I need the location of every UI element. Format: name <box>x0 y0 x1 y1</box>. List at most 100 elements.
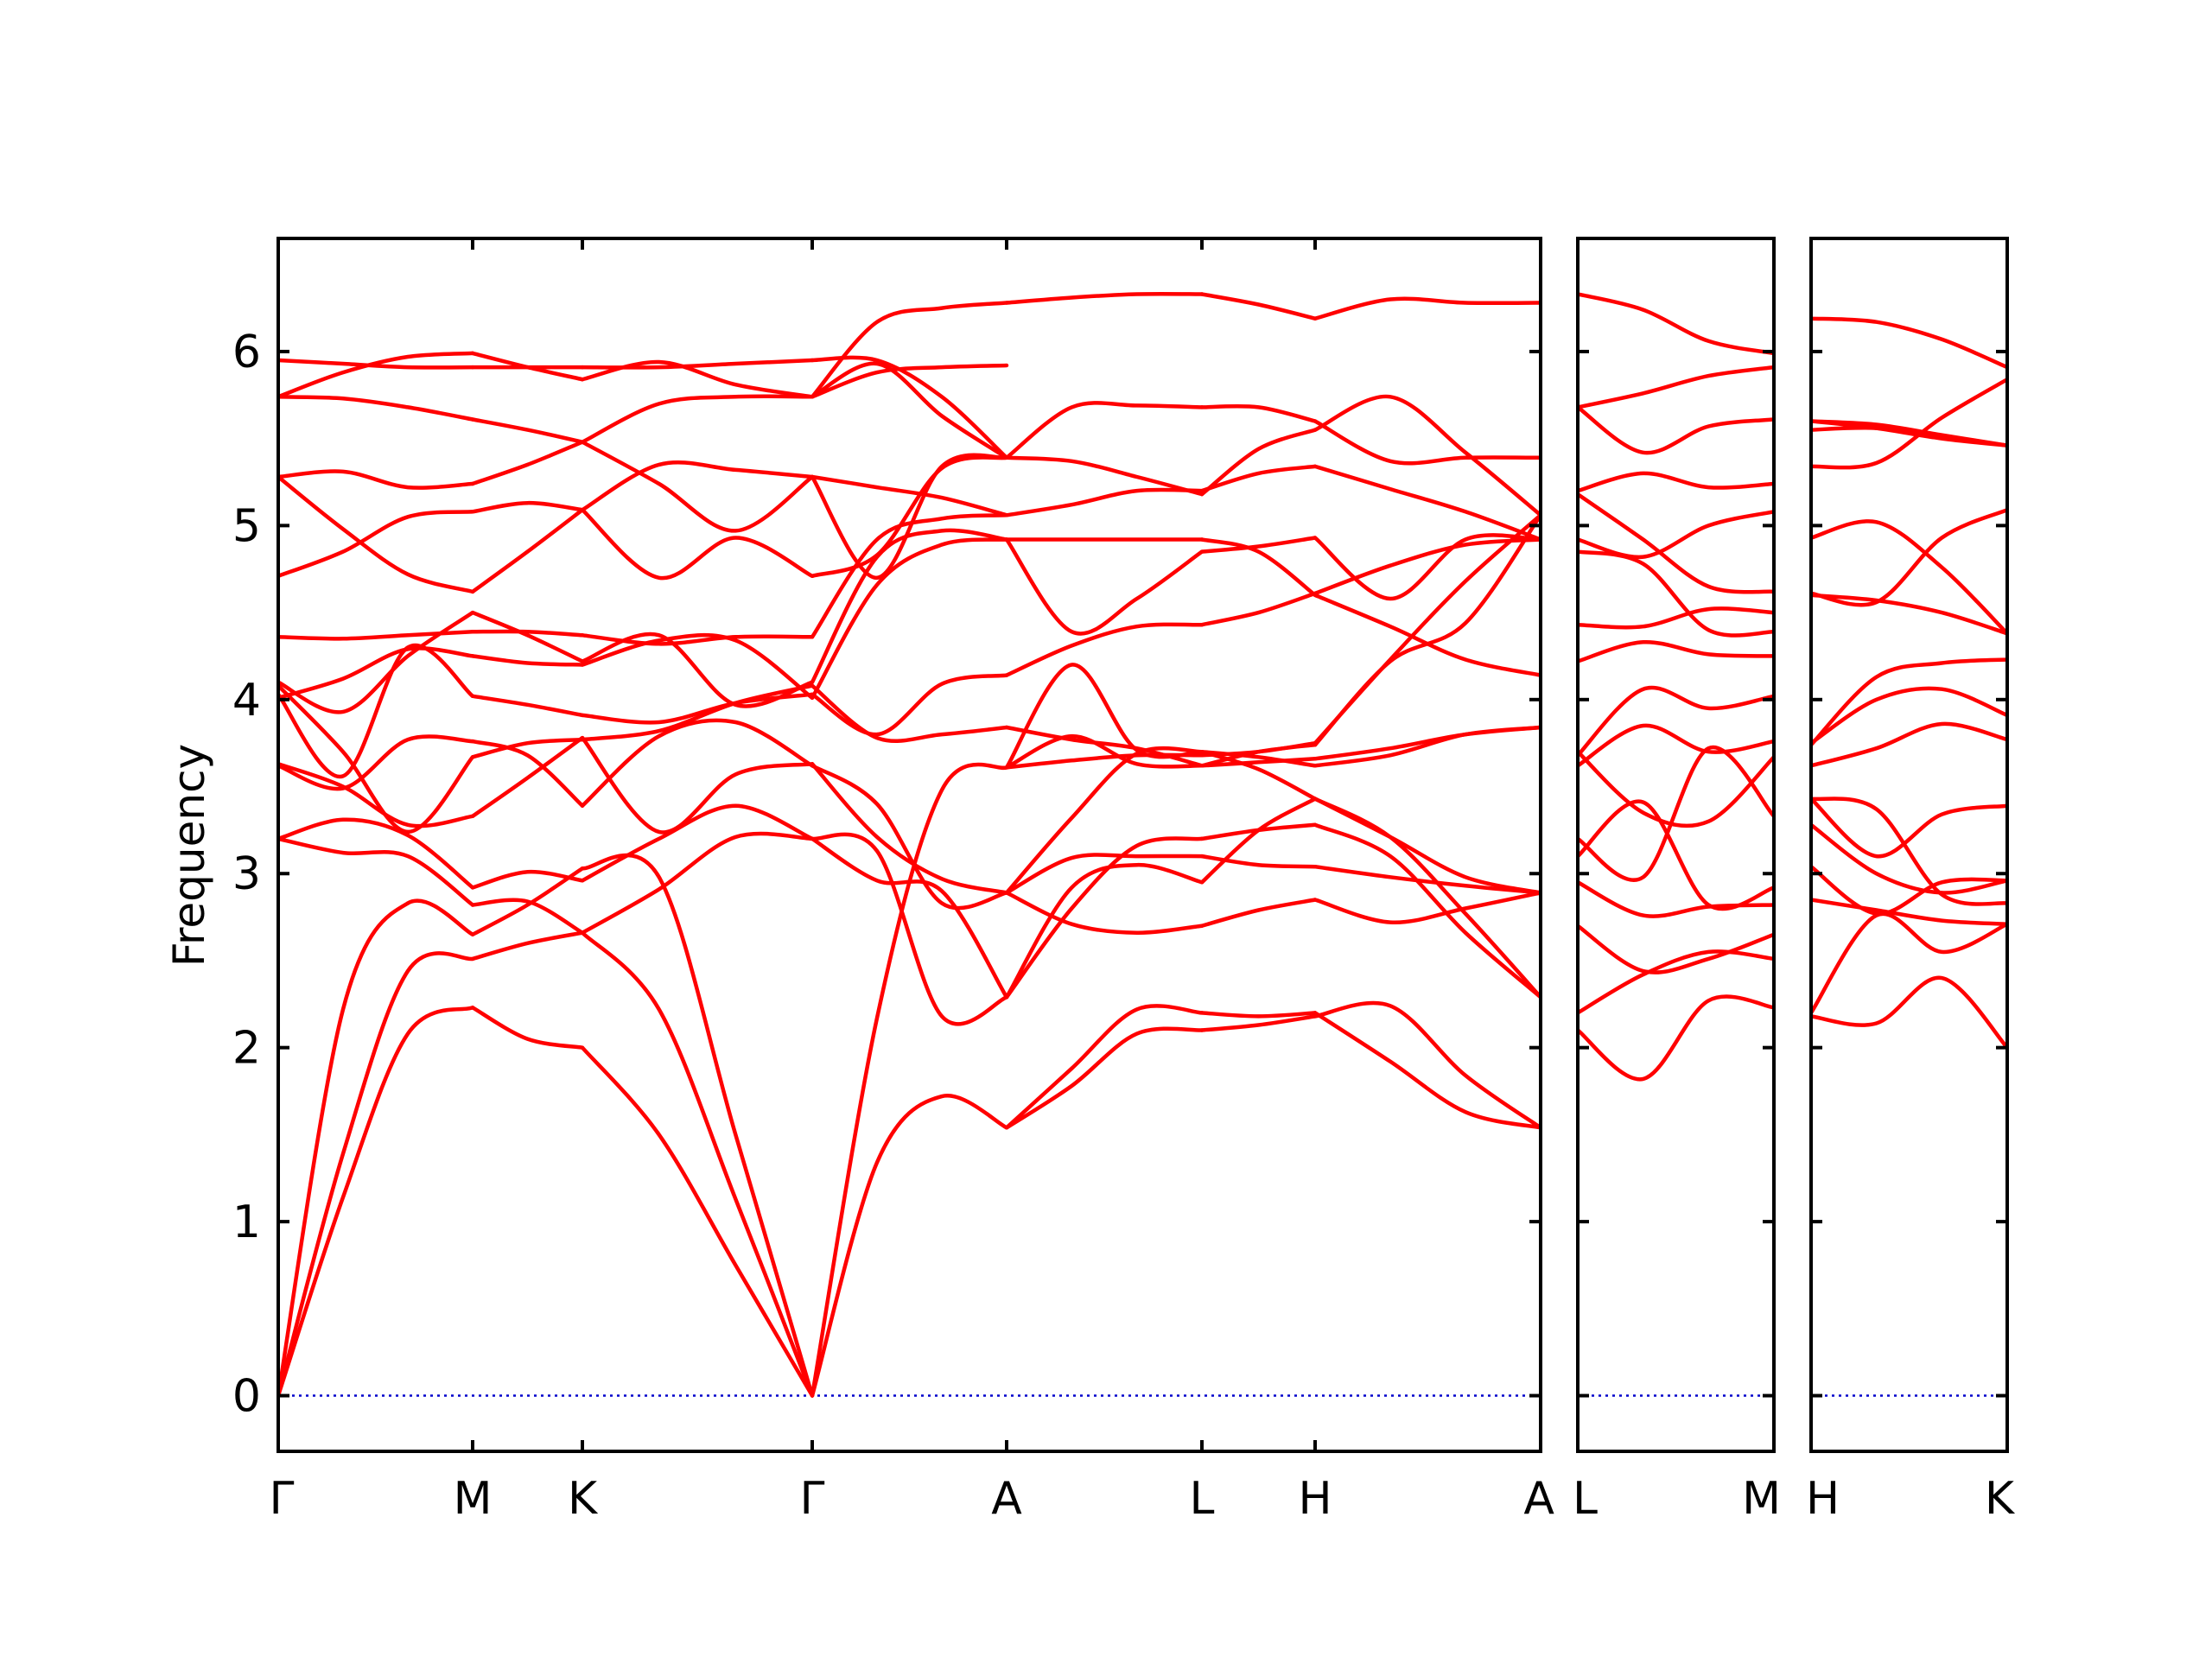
band-6-H-A <box>1313 891 1541 924</box>
band-15-H-A <box>1313 419 1541 466</box>
bands-group <box>1811 316 2007 1397</box>
band-10-A-L <box>1004 537 1205 636</box>
band-16-Γ-A <box>810 361 1009 460</box>
band-7-H-K <box>1811 797 2007 859</box>
band-6-K-Γ <box>580 735 815 835</box>
band-7-Γ-M <box>278 734 475 791</box>
band-6-Γ-A <box>810 764 1009 911</box>
band-12-L-H <box>1199 464 1318 493</box>
band-18-A-L <box>1004 853 1205 895</box>
band-6-M-K <box>470 735 585 819</box>
band-1-H-A <box>1313 1000 1541 1130</box>
x-tick-label: A <box>991 1473 1022 1525</box>
band-3-Γ-M <box>278 898 475 1398</box>
x-tick-label: K <box>568 1473 599 1525</box>
band-15-K-Γ <box>580 440 815 533</box>
band-13-A-L <box>1004 455 1205 497</box>
band-3-L-M <box>1578 924 1774 974</box>
band-15-L-H <box>1199 403 1318 423</box>
band-11-H-K <box>1811 593 2007 636</box>
band-17-H-K <box>1811 316 2007 370</box>
bands-group <box>1578 292 1774 1397</box>
band-14-H-A <box>1313 296 1541 321</box>
band-1-M-K <box>470 1006 585 1050</box>
y-tick-label: 6 <box>232 327 261 378</box>
band-5-Γ-A <box>810 762 1009 895</box>
bands-group <box>278 291 1541 1398</box>
x-tick-label: M <box>454 1473 493 1525</box>
band-4-K-Γ <box>580 831 815 935</box>
band-14-Γ-A <box>810 453 1009 581</box>
y-tick-label: 4 <box>232 675 261 727</box>
band-3-A-L <box>1004 836 1205 1000</box>
band-16-L-M <box>1578 405 1774 455</box>
band-8-Γ-M <box>278 683 475 835</box>
band-7-A-L <box>1004 663 1205 770</box>
band-1-A-L <box>1004 1026 1205 1130</box>
band-16-M-K <box>470 417 585 444</box>
band-7-L-M <box>1578 723 1774 768</box>
x-tick-label: H <box>1298 1473 1332 1525</box>
band-8-K-Γ <box>580 683 815 742</box>
band-18-L-M <box>1578 292 1774 356</box>
band-12-H-K <box>1811 519 2007 636</box>
band-1-H-K <box>1811 975 2007 1050</box>
band-17-H-A <box>1313 725 1541 761</box>
band-16-L-H <box>1199 740 1318 758</box>
band-5-L-M <box>1578 799 1774 911</box>
band-9-A-L <box>1004 622 1205 677</box>
band-2-H-A <box>1313 1011 1541 1130</box>
band-4-Γ-A <box>810 836 1009 1000</box>
panel-frame <box>1809 237 2009 1453</box>
band-15-M-K <box>470 440 585 486</box>
band-8-L-M <box>1578 749 1774 828</box>
band-3-H-A <box>1313 822 1541 1000</box>
band-4-H-K <box>1811 864 2007 916</box>
band-6-A-L <box>1004 891 1205 935</box>
band-12-L-M <box>1578 549 1774 638</box>
y-tick-label: 5 <box>232 500 261 552</box>
band-10-H-A <box>1313 533 1541 601</box>
band-14-H-K <box>1811 377 2007 470</box>
band-12-Γ-M <box>278 629 475 641</box>
band-18-Γ-M <box>278 358 475 370</box>
x-tick-label: K <box>1985 1473 2016 1525</box>
y-tick-label: 2 <box>232 1023 261 1075</box>
band-15-Γ-M <box>278 469 475 490</box>
band-13-L-M <box>1578 510 1774 560</box>
band-7-K-Γ <box>580 718 815 808</box>
band-18-L-H <box>1199 854 1318 869</box>
band-8-M-K <box>470 737 585 759</box>
band-13-L-H <box>1199 428 1318 497</box>
y-tick-label: 1 <box>232 1196 261 1248</box>
band-1-Γ-M <box>278 1006 475 1398</box>
band-17-A-L <box>1004 733 1205 770</box>
band-1-L-M <box>1578 994 1774 1082</box>
band-13-H-A <box>1313 394 1541 517</box>
band-4-Γ-M <box>278 836 475 907</box>
band-17-Γ-M <box>278 351 475 399</box>
band-13-Γ-M <box>278 510 475 579</box>
band-12-M-K <box>470 629 585 638</box>
band-2-K-Γ <box>580 930 815 1398</box>
band-13-Γ-A <box>810 474 1009 517</box>
band-2-L-M <box>1578 949 1774 1015</box>
band-8-H-K <box>1811 721 2007 768</box>
band-13-M-K <box>470 500 585 514</box>
band-17-L-H <box>1199 757 1318 768</box>
band-1-K-Γ <box>580 1045 815 1398</box>
band-7-H-A <box>1313 725 1541 768</box>
band-10-M-K <box>470 654 585 667</box>
band-10-K-Γ <box>580 632 815 701</box>
x-tick-label: H <box>1806 1473 1840 1525</box>
band-16-Γ-M <box>278 395 475 422</box>
band-4-M-K <box>470 898 585 935</box>
band-3-Γ-A <box>810 832 1009 1026</box>
band-10-Γ-A <box>810 528 1009 684</box>
band-6-L-M <box>1578 745 1774 882</box>
band-14-K-Γ <box>580 460 815 512</box>
band-7-M-K <box>470 739 585 808</box>
x-tick-label: L <box>1190 1473 1215 1525</box>
